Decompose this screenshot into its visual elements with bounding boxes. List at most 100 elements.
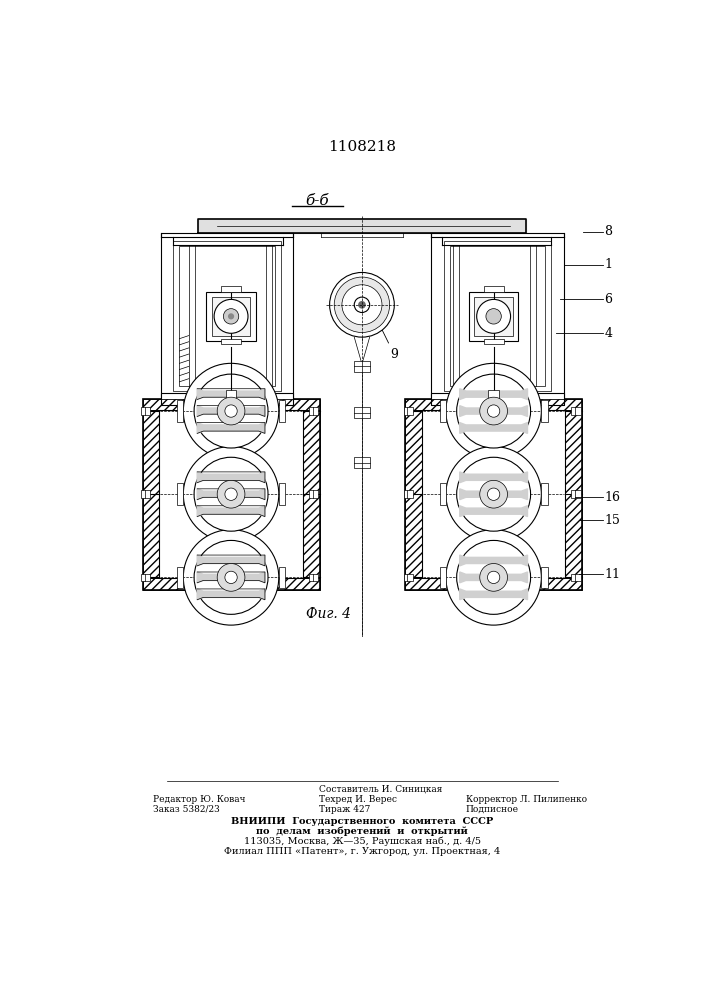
Circle shape: [457, 540, 530, 614]
Text: б-б: б-б: [305, 194, 329, 208]
Circle shape: [486, 309, 501, 324]
Text: Заказ 5382/23: Заказ 5382/23: [153, 805, 219, 814]
Circle shape: [225, 571, 238, 584]
Polygon shape: [197, 406, 265, 416]
Bar: [143, 578, 320, 590]
Circle shape: [217, 564, 245, 591]
Bar: [177, 483, 183, 505]
Circle shape: [223, 601, 239, 617]
Bar: [440, 400, 446, 422]
Circle shape: [225, 405, 238, 417]
Bar: [404, 574, 413, 581]
Text: Тираж 427: Тираж 427: [319, 805, 370, 814]
Circle shape: [480, 480, 508, 508]
Text: 15: 15: [604, 514, 620, 527]
Circle shape: [225, 488, 238, 500]
Bar: [161, 393, 293, 405]
Circle shape: [194, 374, 268, 448]
Bar: [161, 233, 293, 399]
Bar: [177, 400, 183, 422]
Circle shape: [486, 601, 501, 617]
Polygon shape: [460, 406, 527, 416]
Circle shape: [329, 272, 395, 337]
Bar: [542, 483, 547, 505]
Circle shape: [228, 313, 234, 319]
Bar: [354, 457, 370, 468]
Bar: [309, 490, 318, 498]
Bar: [221, 339, 241, 344]
Text: 16: 16: [604, 491, 621, 504]
Bar: [141, 407, 150, 415]
Bar: [173, 241, 281, 391]
Bar: [177, 567, 183, 588]
Bar: [143, 410, 160, 578]
Bar: [160, 410, 303, 578]
Circle shape: [354, 297, 370, 312]
Bar: [440, 567, 446, 588]
Bar: [404, 490, 413, 498]
Text: по  делам  изобретений  и  открытий: по делам изобретений и открытий: [257, 827, 468, 836]
Polygon shape: [197, 389, 265, 400]
Bar: [141, 490, 150, 498]
Bar: [469, 292, 518, 341]
Bar: [405, 399, 582, 410]
Text: Филиал ППП «Патент», г. Ужгород, ул. Проектная, 4: Филиал ППП «Патент», г. Ужгород, ул. Про…: [224, 847, 501, 856]
Bar: [405, 578, 582, 590]
Text: 4: 4: [604, 327, 612, 340]
Polygon shape: [197, 589, 265, 600]
Bar: [443, 241, 551, 391]
Text: 8: 8: [604, 225, 612, 238]
Text: Редактор Ю. Ковач: Редактор Ю. Ковач: [153, 795, 245, 804]
Circle shape: [334, 277, 390, 333]
Polygon shape: [198, 219, 526, 233]
Text: Фиг. 4: Фиг. 4: [306, 607, 351, 621]
Circle shape: [183, 363, 279, 459]
Polygon shape: [460, 489, 527, 500]
Circle shape: [487, 405, 500, 417]
Circle shape: [477, 299, 510, 333]
Circle shape: [217, 397, 245, 425]
Bar: [309, 574, 318, 581]
Polygon shape: [460, 472, 527, 483]
Polygon shape: [197, 572, 265, 583]
Polygon shape: [460, 589, 527, 600]
Bar: [226, 389, 236, 399]
Circle shape: [446, 446, 542, 542]
Bar: [206, 292, 256, 341]
Polygon shape: [460, 506, 527, 517]
Bar: [143, 399, 320, 590]
Text: Корректор Л. Пилипенко: Корректор Л. Пилипенко: [466, 795, 587, 804]
Bar: [180, 246, 275, 386]
Circle shape: [214, 299, 248, 333]
Bar: [405, 410, 422, 578]
Bar: [212, 297, 250, 336]
Bar: [484, 339, 503, 344]
Text: ВНИИПИ  Государственного  комитета  СССР: ВНИИПИ Государственного комитета СССР: [231, 817, 493, 826]
Text: Составитель И. Синицкая: Составитель И. Синицкая: [319, 785, 442, 794]
Polygon shape: [197, 506, 265, 517]
Bar: [484, 286, 503, 292]
Polygon shape: [460, 423, 527, 433]
Bar: [405, 399, 582, 590]
Bar: [565, 410, 582, 578]
Bar: [431, 393, 563, 405]
Bar: [474, 297, 513, 336]
Circle shape: [223, 309, 239, 324]
Circle shape: [487, 488, 500, 500]
Polygon shape: [197, 423, 265, 433]
Polygon shape: [460, 389, 527, 400]
Bar: [571, 574, 580, 581]
Text: 113035, Москва, Ж—35, Раушская наб., д. 4/5: 113035, Москва, Ж—35, Раушская наб., д. …: [244, 837, 481, 846]
Bar: [221, 286, 241, 292]
Polygon shape: [197, 489, 265, 500]
Bar: [404, 407, 413, 415]
Bar: [542, 567, 547, 588]
Circle shape: [457, 457, 530, 531]
Circle shape: [342, 285, 382, 325]
Text: Техред И. Верес: Техред И. Верес: [319, 795, 397, 804]
Bar: [431, 399, 563, 405]
Polygon shape: [460, 572, 527, 583]
Bar: [450, 246, 545, 386]
Circle shape: [194, 540, 268, 614]
Bar: [309, 407, 318, 415]
